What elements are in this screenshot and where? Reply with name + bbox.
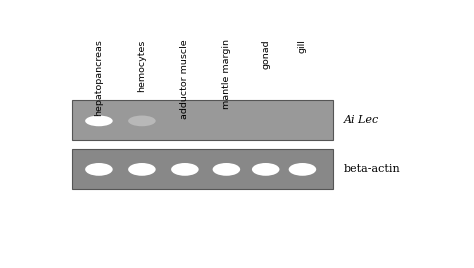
Ellipse shape bbox=[213, 163, 240, 176]
Bar bbox=[72, 149, 333, 189]
Ellipse shape bbox=[289, 163, 316, 176]
Text: gill: gill bbox=[298, 39, 307, 53]
Text: hemocytes: hemocytes bbox=[137, 39, 146, 92]
Text: Ai Lec: Ai Lec bbox=[344, 116, 379, 125]
Text: mantle margin: mantle margin bbox=[222, 39, 231, 109]
Text: hepatopancreas: hepatopancreas bbox=[94, 39, 103, 116]
Ellipse shape bbox=[85, 116, 113, 126]
Text: adductor muscle: adductor muscle bbox=[181, 39, 190, 119]
Text: gonad: gonad bbox=[261, 39, 270, 69]
Ellipse shape bbox=[252, 163, 280, 176]
Ellipse shape bbox=[171, 163, 199, 176]
Text: beta-actin: beta-actin bbox=[344, 164, 401, 174]
Ellipse shape bbox=[128, 116, 155, 126]
Ellipse shape bbox=[128, 163, 155, 176]
Ellipse shape bbox=[85, 163, 113, 176]
Bar bbox=[72, 100, 333, 140]
